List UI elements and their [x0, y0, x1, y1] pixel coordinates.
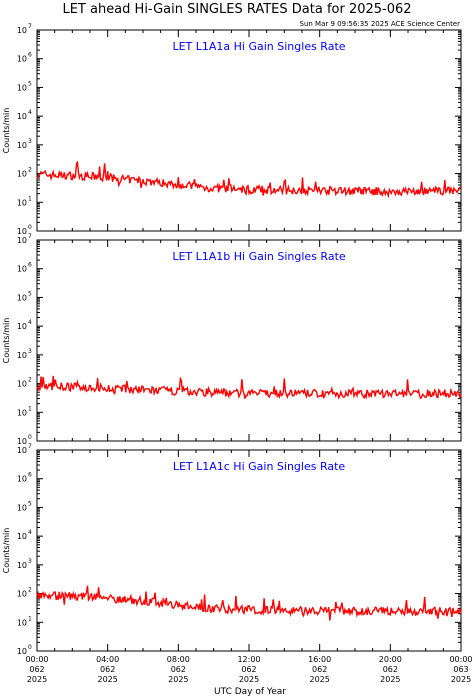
plot-frame [36, 239, 462, 442]
y-tick-exponent: 3 [28, 558, 32, 565]
y-tick-label: 10 [17, 141, 27, 150]
y-axis-label: Counts/min [2, 318, 11, 364]
rate-trace-line [36, 375, 462, 400]
y-tick-label: 10 [17, 561, 27, 570]
x-tick-label: 2025 [380, 675, 400, 684]
y-tick-label: 10 [17, 55, 27, 64]
x-tick-label: 00:00 [25, 655, 48, 664]
y-tick-label: 10 [17, 351, 27, 360]
y-tick-exponent: 4 [28, 529, 32, 536]
x-tick-label: 062 [29, 665, 44, 674]
x-tick-label: 16:00 [308, 655, 331, 664]
x-tick-label: 2025 [168, 675, 188, 684]
y-tick-label: 10 [17, 647, 27, 656]
plot-frame [36, 449, 462, 652]
x-axis-label: UTC Day of Year [214, 687, 286, 697]
y-tick-exponent: 6 [28, 262, 32, 269]
y-tick-exponent: 2 [28, 167, 32, 174]
x-tick-label: 063 [453, 665, 468, 674]
x-tick-label: 062 [312, 665, 327, 674]
y-tick-exponent: 2 [28, 587, 32, 594]
x-tick-label: 12:00 [237, 655, 260, 664]
x-tick-label: 08:00 [167, 655, 190, 664]
y-tick-label: 10 [17, 437, 27, 446]
y-tick-exponent: 7 [28, 233, 32, 240]
y-tick-label: 10 [17, 198, 27, 207]
y-tick-exponent: 5 [28, 500, 32, 507]
x-tick-label: 04:00 [96, 655, 119, 664]
y-tick-label: 10 [17, 503, 27, 512]
y-tick-label: 10 [17, 227, 27, 236]
y-tick-exponent: 0 [28, 644, 32, 651]
y-tick-label: 10 [17, 408, 27, 417]
y-tick-label: 10 [17, 83, 27, 92]
x-tick-label: 2025 [239, 675, 259, 684]
y-tick-exponent: 3 [28, 138, 32, 145]
y-axis-label: Counts/min [2, 528, 11, 574]
plot-frame [36, 29, 462, 232]
y-tick-exponent: 5 [28, 80, 32, 87]
y-tick-label: 10 [17, 236, 27, 245]
y-tick-exponent: 1 [28, 195, 32, 202]
y-tick-label: 10 [17, 446, 27, 455]
figure-title: LET ahead Hi-Gain SINGLES RATES Data for… [62, 2, 411, 17]
y-tick-exponent: 1 [28, 405, 32, 412]
y-tick-label: 10 [17, 293, 27, 302]
panel-title: LET L1A1c Hi Gain Singles Rate [173, 460, 346, 473]
y-tick-exponent: 2 [28, 377, 32, 384]
panel-title: LET L1A1a Hi Gain Singles Rate [172, 40, 345, 53]
y-tick-exponent: 6 [28, 52, 32, 59]
panel-title: LET L1A1b Hi Gain Singles Rate [172, 250, 346, 263]
rate-trace-line [36, 585, 462, 621]
y-tick-exponent: 1 [28, 615, 32, 622]
y-tick-label: 10 [17, 475, 27, 484]
x-tick-label: 2025 [451, 675, 471, 684]
x-tick-label: 2025 [27, 675, 47, 684]
x-tick-label: 2025 [309, 675, 329, 684]
y-tick-label: 10 [17, 170, 27, 179]
y-tick-label: 10 [17, 590, 27, 599]
x-tick-label: 062 [383, 665, 398, 674]
y-tick-exponent: 7 [28, 23, 32, 30]
y-tick-label: 10 [17, 26, 27, 35]
y-tick-exponent: 4 [28, 109, 32, 116]
x-tick-label: 062 [241, 665, 256, 674]
y-tick-exponent: 7 [28, 443, 32, 450]
y-tick-label: 10 [17, 265, 27, 274]
y-tick-label: 10 [17, 112, 27, 121]
x-tick-label: 00:00 [449, 655, 472, 664]
y-tick-exponent: 4 [28, 319, 32, 326]
x-tick-label: 2025 [97, 675, 117, 684]
x-tick-label: 20:00 [379, 655, 402, 664]
y-tick-label: 10 [17, 532, 27, 541]
y-tick-exponent: 6 [28, 472, 32, 479]
y-tick-label: 10 [17, 618, 27, 627]
generation-timestamp: Sun Mar 9 09:56:35 2025 ACE Science Cent… [300, 20, 461, 28]
y-axis-label: Counts/min [2, 108, 11, 154]
x-tick-label: 062 [100, 665, 115, 674]
y-tick-exponent: 3 [28, 348, 32, 355]
y-tick-exponent: 5 [28, 290, 32, 297]
y-tick-exponent: 0 [28, 434, 32, 441]
rate-trace-line [36, 161, 462, 199]
y-tick-exponent: 0 [28, 224, 32, 231]
x-tick-label: 062 [171, 665, 186, 674]
y-tick-label: 10 [17, 380, 27, 389]
y-tick-label: 10 [17, 322, 27, 331]
